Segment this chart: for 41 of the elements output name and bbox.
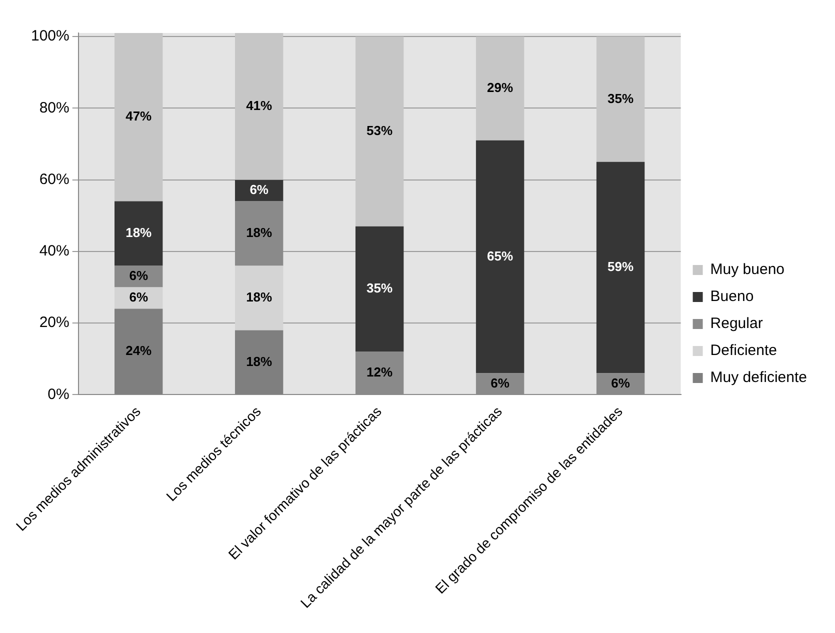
y-tick-label: 100% [30,28,70,45]
data-label: 18% [246,290,273,305]
legend-label: Muy bueno [710,261,784,278]
bar [234,33,284,180]
y-tick-label: 60% [39,170,70,188]
bar [355,36,404,226]
y-tick-label: 40% [39,242,70,260]
data-label: 18% [246,225,273,240]
data-label: 65% [487,248,514,264]
data-label: 35% [366,280,394,296]
data-label: 6% [129,268,148,284]
y-tick-label: 80% [39,99,70,116]
data-label: 6% [129,290,148,305]
data-label: 53% [366,123,394,138]
bar [476,140,524,374]
data-label: 18% [246,354,273,369]
data-label: 18% [126,225,152,240]
data-label: 41% [246,98,273,113]
legend-label: Regular [710,315,763,332]
y-tick-label: 20% [39,314,70,332]
bar [476,36,524,140]
data-label: 29% [487,80,514,96]
bar [114,201,163,266]
bar [596,36,645,162]
bar [596,162,645,374]
data-label: 6% [250,182,269,198]
data-label: 6% [611,375,630,390]
legend-label: Deficiente [710,342,777,360]
data-label: 24% [126,343,152,358]
data-label: 59% [608,259,634,274]
legend-label: Muy deficiente [710,369,807,386]
bar [355,226,404,352]
bar [234,266,284,330]
data-label: 12% [366,364,394,380]
data-label: 35% [608,90,634,106]
bar [234,201,284,266]
data-label: 6% [490,375,510,390]
data-label: 47% [126,108,152,124]
bar [114,33,163,202]
y-tick-label: 0% [48,386,70,403]
legend-label: Bueno [710,288,754,306]
